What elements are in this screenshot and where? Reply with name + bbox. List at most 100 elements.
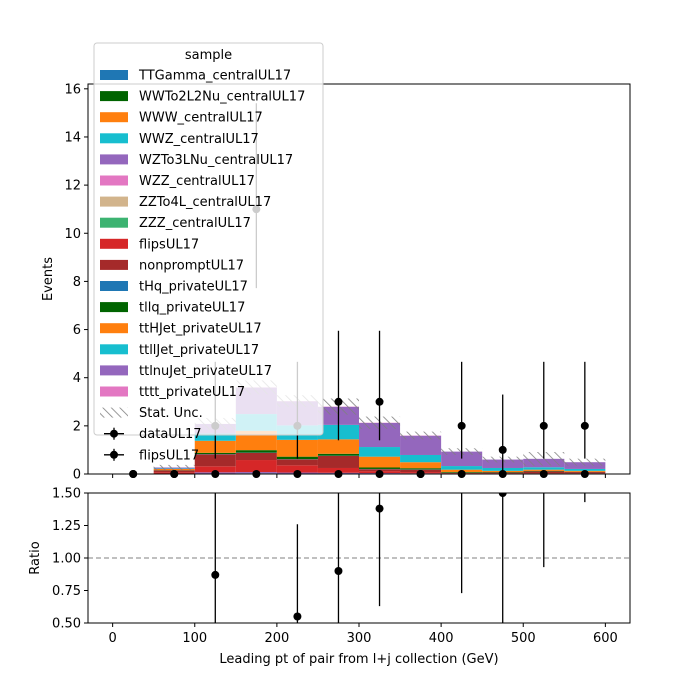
legend-swatch-WWW_centralUL17 bbox=[100, 112, 128, 123]
legend-marker-dataUL17 bbox=[110, 429, 118, 438]
x-tick-label: 600 bbox=[593, 631, 618, 646]
bar-ttHJet_privateUL17-7 bbox=[400, 462, 442, 469]
legend-label-WZZ_centralUL17: WZZ_centralUL17 bbox=[139, 174, 255, 189]
data-point-dataUL17-5 bbox=[334, 397, 343, 406]
legend: sample TTGamma_centralUL17 WWTo2L2Nu_centr… bbox=[93, 42, 324, 463]
bar-ttllJet_privateUL17-11 bbox=[564, 468, 606, 471]
legend-swatch-TTGamma_centralUL17 bbox=[100, 70, 128, 80]
ratio-point-2 bbox=[334, 567, 343, 575]
y-tick-label: 4 bbox=[73, 371, 81, 386]
ratio-point-6 bbox=[540, 320, 548, 328]
y-tick-label: 10 bbox=[64, 227, 81, 242]
legend-label-tllq_privateUL17: tllq_privateUL17 bbox=[139, 301, 245, 316]
ratio-y-tick-label: 1.25 bbox=[52, 519, 81, 534]
x-tick-label: 300 bbox=[347, 631, 372, 646]
y-tick-label: 0 bbox=[73, 468, 81, 483]
legend-swatch-tllq_privateUL17 bbox=[100, 302, 128, 313]
legend-label-Stat. Unc.: Stat. Unc. bbox=[139, 406, 203, 421]
legend-title: sample bbox=[185, 48, 232, 63]
data-point-dataUL17-10 bbox=[539, 421, 548, 430]
legend-swatch-WWTo2L2Nu_centralUL17 bbox=[100, 91, 128, 102]
bar-ttllJet_privateUL17-10 bbox=[523, 467, 565, 470]
stat-unc-band-11 bbox=[564, 458, 606, 466]
y-tick-label: 6 bbox=[73, 323, 81, 338]
legend-swatch-ZZZ_centralUL17 bbox=[100, 217, 128, 228]
legend-label-nonpromptUL17: nonpromptUL17 bbox=[139, 258, 244, 273]
legend-label-ZZZ_centralUL17: ZZZ_centralUL17 bbox=[139, 216, 251, 231]
legend-label-flipsUL17: flipsUL17 bbox=[139, 237, 199, 252]
bar-flipsUL17-3 bbox=[235, 460, 277, 473]
stat-unc-band-1 bbox=[153, 464, 195, 471]
legend-label-ttllJet_privateUL17: ttllJet_privateUL17 bbox=[139, 343, 259, 358]
legend-swatch-ttHJet_privateUL17 bbox=[100, 323, 128, 334]
bar-ttlnuJet_privateUL17-7 bbox=[400, 435, 442, 455]
legend-swatch-stat-unc bbox=[100, 407, 128, 418]
bar-flipsUL17-4 bbox=[276, 465, 318, 473]
legend-label-WZTo3LNu_centralUL17: WZTo3LNu_centralUL17 bbox=[139, 153, 293, 168]
ratio-point-7 bbox=[581, 294, 589, 302]
ratio-plot-area bbox=[88, 294, 630, 623]
legend-swatch-nonpromptUL17 bbox=[100, 259, 128, 270]
legend-label-ZZTo4L_centralUL17: ZZTo4L_centralUL17 bbox=[139, 195, 271, 210]
bar-ttHJet_privateUL17-5 bbox=[317, 439, 359, 454]
ratio-panel: 0.50 0.75 1.00 1.25 1.50 0 100 200 300 400 500 600 R… bbox=[28, 294, 631, 667]
bar-ttHJet_privateUL17-6 bbox=[359, 456, 401, 468]
x-tick-label: 0 bbox=[108, 631, 116, 646]
legend-swatch-tttt_privateUL17 bbox=[100, 386, 128, 397]
data-point-dataUL17-6 bbox=[375, 397, 384, 406]
ratio-point-5 bbox=[498, 493, 507, 497]
y-tick-label: 12 bbox=[64, 179, 81, 194]
y-axis-label: Events bbox=[41, 257, 56, 301]
legend-label-WWTo2L2Nu_centralUL17: WWTo2L2Nu_centralUL17 bbox=[139, 90, 305, 105]
legend-label-WWZ_centralUL17: WWZ_centralUL17 bbox=[139, 132, 259, 147]
legend-label-dataUL17: dataUL17 bbox=[139, 427, 202, 442]
legend-swatch-tHq_privateUL17 bbox=[100, 281, 128, 291]
y-tick-label: 16 bbox=[64, 82, 81, 97]
bar-nonpromptUL17-5 bbox=[317, 455, 359, 468]
ratio-y-tick-label: 1.50 bbox=[52, 487, 81, 502]
legend-label-flipsUL17: flipsUL17 bbox=[139, 448, 199, 463]
legend-swatch-ttlnuJet_privateUL17 bbox=[100, 365, 128, 376]
data-point-dataUL17-8 bbox=[457, 421, 466, 430]
ratio-point-1 bbox=[293, 612, 302, 621]
legend-swatch-WZTo3LNu_centralUL17 bbox=[100, 154, 128, 165]
data-point-dataUL17-9 bbox=[498, 445, 507, 454]
legend-swatch-WZZ_centralUL17 bbox=[100, 175, 128, 186]
legend-label-TTGamma_centralUL17: TTGamma_centralUL17 bbox=[138, 69, 291, 84]
bar-ttllJet_privateUL17-6 bbox=[359, 447, 401, 457]
legend-box bbox=[93, 42, 324, 436]
y-tick-label: 14 bbox=[64, 130, 81, 145]
x-tick-label: 400 bbox=[429, 631, 454, 646]
bar-nonpromptUL17-3 bbox=[235, 452, 277, 461]
bar-tllq_privateUL17-6 bbox=[359, 467, 401, 469]
ratio-y-tick-label: 0.75 bbox=[52, 584, 81, 599]
bar-tllq_privateUL17-5 bbox=[317, 453, 359, 456]
x-tick-label: 100 bbox=[182, 631, 207, 646]
legend-label-ttHJet_privateUL17: ttHJet_privateUL17 bbox=[139, 322, 262, 337]
ratio-point-0 bbox=[211, 570, 220, 579]
legend-label-ttlnuJet_privateUL17: ttlnuJet_privateUL17 bbox=[139, 364, 272, 379]
bar-nonpromptUL17-2 bbox=[194, 454, 236, 467]
stat-unc-band-7 bbox=[400, 431, 442, 440]
y-tick-label: 2 bbox=[73, 419, 81, 434]
x-axis-label: Leading pt of pair from l+j collection (… bbox=[219, 652, 498, 667]
ratio-y-tick-label: 1.00 bbox=[52, 552, 81, 567]
stat-unc-band-10 bbox=[523, 452, 565, 466]
bar-ttlnuJet_privateUL17-8 bbox=[441, 451, 483, 467]
bar-ttllJet_privateUL17-7 bbox=[400, 454, 442, 463]
y-tick-label: 8 bbox=[73, 275, 81, 290]
x-tick-label: 500 bbox=[511, 631, 536, 646]
legend-marker-flipsUL17 bbox=[110, 450, 118, 459]
bar-ttHJet_privateUL17-3 bbox=[235, 430, 277, 451]
legend-swatch-ttllJet_privateUL17 bbox=[100, 344, 128, 355]
legend-label-tttt_privateUL17: tttt_privateUL17 bbox=[139, 385, 245, 400]
legend-swatch-ZZTo4L_centralUL17 bbox=[100, 196, 128, 207]
bar-tllq_privateUL17-7 bbox=[400, 468, 442, 470]
ratio-point-3 bbox=[375, 504, 384, 513]
legend-swatch-flipsUL17 bbox=[100, 238, 128, 249]
legend-label-WWW_centralUL17: WWW_centralUL17 bbox=[139, 111, 263, 126]
ratio-y-axis-label: Ratio bbox=[28, 541, 43, 574]
legend-swatch-WWZ_centralUL17 bbox=[100, 133, 128, 144]
bar-ttllJet_privateUL17-8 bbox=[441, 466, 483, 470]
